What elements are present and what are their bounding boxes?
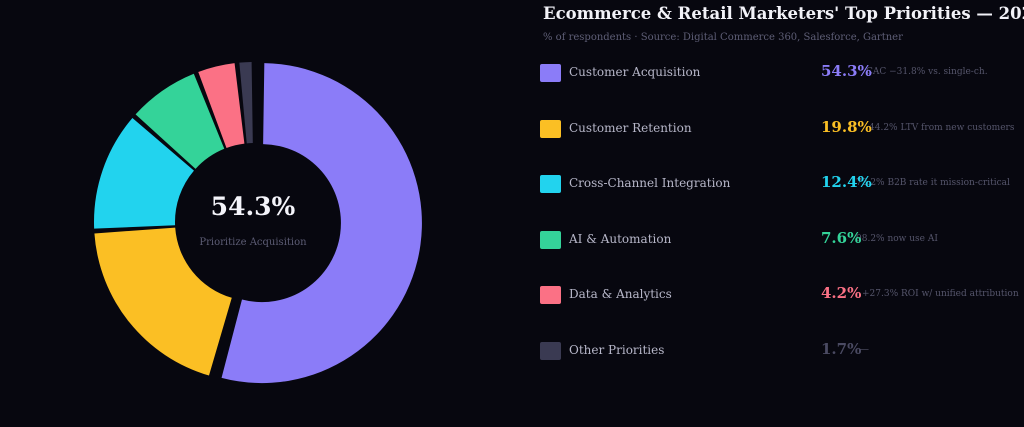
legend-note: +27.3% ROI w/ unified attribution [862, 289, 1019, 299]
legend-swatch [540, 119, 561, 138]
donut-chart [94, 62, 422, 384]
legend-value: 12.4% [821, 173, 872, 191]
legend-item-ai-automation: AI & Automation 98.2% now use AI 7.6% [540, 229, 1024, 251]
legend-note: CAC −31.8% vs. single-ch. [866, 67, 988, 77]
legend-item-other-priorities: Other Priorities —1.7% [540, 340, 1024, 362]
legend-swatch [540, 230, 561, 249]
legend-value: 54.3% [821, 62, 872, 80]
legend-label: Other Priorities [569, 342, 665, 357]
legend-swatch [540, 341, 561, 360]
center-value: 54.3% [210, 192, 296, 221]
legend-note: 44.2% LTV from new customers [869, 122, 1015, 133]
donut-slice-ai-automation [135, 73, 225, 169]
legend-swatch [540, 64, 561, 82]
legend-label: Data & Analytics [569, 287, 672, 301]
legend-label: Cross-Channel Integration [569, 176, 731, 190]
legend-note: 98.2% now use AI [856, 233, 938, 244]
legend-item-data-analytics: Data & Analytics +27.3% ROI w/ unified at… [540, 284, 1024, 306]
chart-subtitle: % of respondents · Source: Digital Comme… [543, 32, 903, 43]
legend-swatch [540, 175, 561, 193]
legend-note: 72.2% B2B rate it mission-critical [856, 178, 1010, 188]
donut-slice-data-analytics [198, 63, 245, 148]
donut-slice-other-priorities [239, 62, 253, 144]
donut-slice-cross-channel-integration [94, 118, 194, 229]
legend-label: AI & Automation [569, 231, 672, 246]
legend-value: 1.7% [821, 339, 862, 358]
legend-value: 7.6% [821, 228, 862, 247]
donut-slice-customer-acquisition [221, 63, 422, 384]
center-caption: Prioritize Acquisition [199, 237, 307, 248]
chart-title: Ecommerce & Retail Marketers' Top Priori… [543, 4, 1024, 23]
legend-value: 19.8% [821, 117, 872, 136]
legend-note: — [860, 344, 869, 355]
legend-label: Customer Retention [569, 120, 692, 135]
legend-label: Customer Acquisition [569, 65, 701, 79]
legend-value: 4.2% [821, 284, 862, 302]
legend-item-customer-acquisition: Customer Acquisition CAC −31.8% vs. singl… [540, 62, 1024, 84]
legend-swatch [540, 286, 561, 304]
legend-item-customer-retention: Customer Retention 44.2% LTV from new cus… [540, 118, 1024, 140]
donut-slice-customer-retention [94, 227, 232, 376]
legend-item-cross-channel-integration: Cross-Channel Integration 72.2% B2B rate … [540, 173, 1024, 195]
